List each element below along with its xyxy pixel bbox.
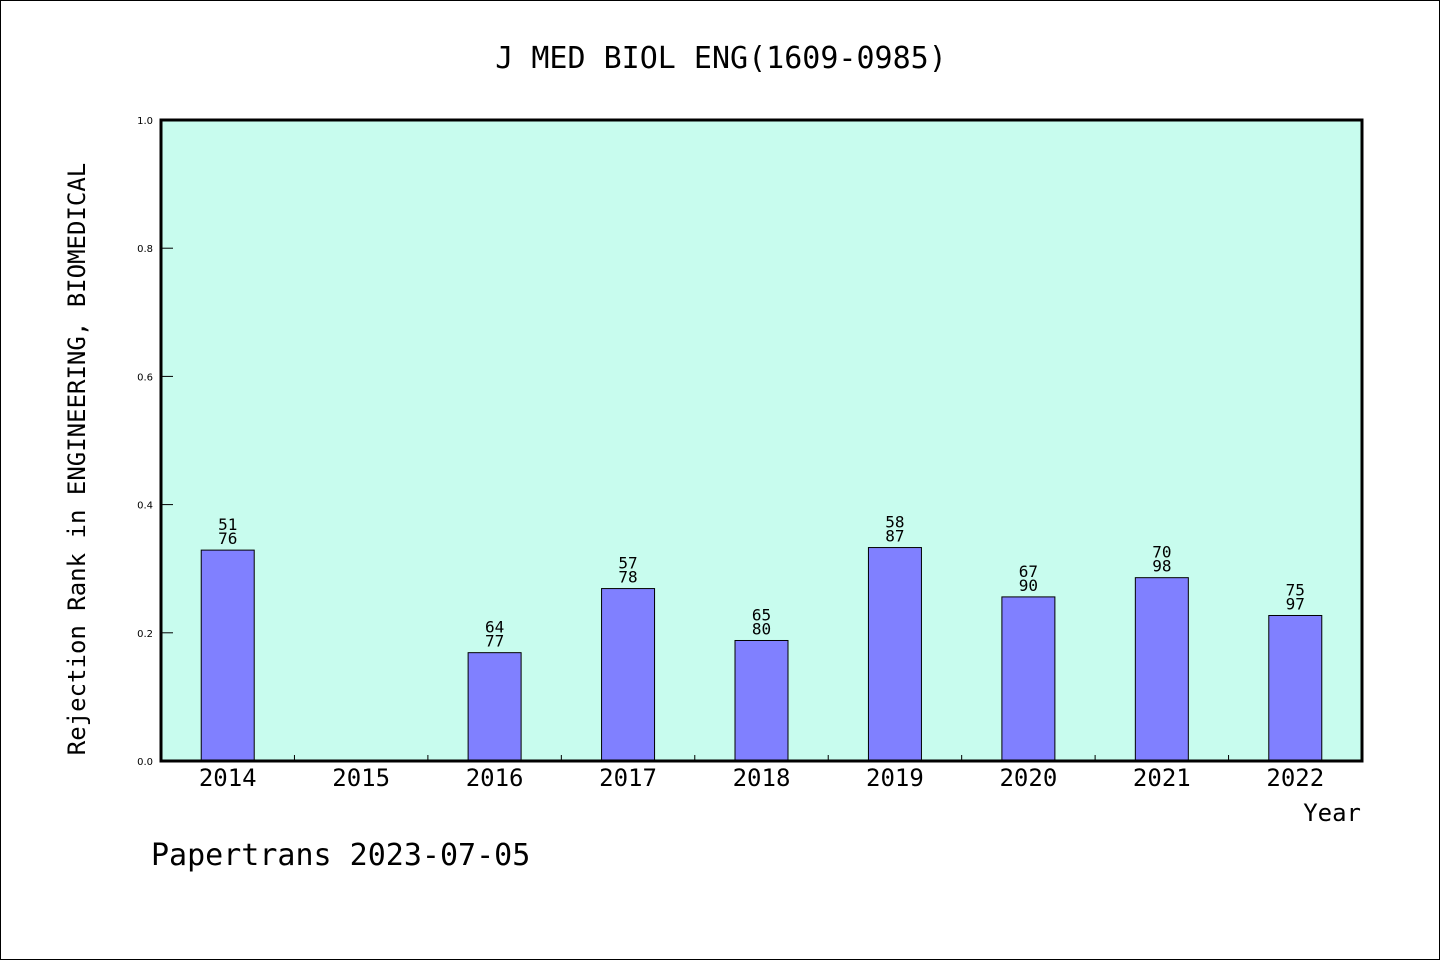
x-tick-label-2014: 2014 (199, 764, 257, 792)
plot-border (159, 118, 1364, 763)
data-label-rank-2022: 75 (1286, 580, 1305, 599)
x-tick-label-2020: 2020 (999, 764, 1057, 792)
data-label-rank-2021: 70 (1152, 543, 1171, 562)
data-label-total-2014: 76 (218, 529, 237, 548)
x-tick-label-2016: 2016 (466, 764, 524, 792)
data-label-total-2016: 77 (485, 632, 504, 651)
bar-2021 (1134, 577, 1189, 762)
data-label-total-2019: 87 (885, 527, 904, 546)
y-tick-label-0.2: 0.2 (137, 629, 153, 640)
data-label-total-2022: 97 (1286, 594, 1305, 613)
data-label-total-2017: 78 (618, 568, 637, 587)
x-axis-ticks: 2014 2015 2016 2017 2018 2019 2020 2021 2022 (199, 755, 1324, 792)
data-label-rank-2016: 64 (485, 618, 504, 637)
y-tick-label-0.0: 0.0 (137, 757, 153, 768)
data-label-rank-2017: 57 (618, 554, 637, 573)
x-tick-label-2021: 2021 (1133, 764, 1191, 792)
footer-credit: Papertrans 2023-07-05 (151, 838, 530, 873)
y-tick-label-0.8: 0.8 (137, 244, 153, 255)
x-tick-label-2015: 2015 (332, 764, 390, 792)
data-label-rank-2018: 65 (752, 605, 771, 624)
chart-title: J MED BIOL ENG(1609-0985) (495, 41, 947, 76)
data-label-rank-2019: 58 (885, 513, 904, 532)
y-tick-label-0.4: 0.4 (137, 501, 153, 512)
y-axis-label: Rejection Rank in ENGINEERING, BIOMEDICA… (63, 163, 91, 755)
bar-2016 (467, 652, 522, 762)
y-tick-label-1.0: 1.0 (137, 116, 153, 127)
bar-2022 (1268, 614, 1323, 762)
data-label-rank-2020: 67 (1019, 562, 1038, 581)
bar-2014 (200, 549, 255, 762)
bars-group (200, 547, 1323, 762)
x-tick-label-2017: 2017 (599, 764, 657, 792)
data-label-rank-2014: 51 (218, 515, 237, 534)
bar-2017 (601, 588, 656, 762)
x-tick-label-2019: 2019 (866, 764, 924, 792)
x-tick-label-2022: 2022 (1266, 764, 1324, 792)
y-tick-label-0.6: 0.6 (137, 372, 153, 383)
bar-2018 (734, 639, 789, 762)
x-axis-label: Year (1303, 799, 1361, 827)
data-label-total-2018: 80 (752, 619, 771, 638)
bar-2020 (1001, 596, 1056, 762)
data-label-total-2020: 90 (1019, 576, 1038, 595)
bar-2019 (867, 547, 922, 762)
data-label-total-2021: 98 (1152, 557, 1171, 576)
x-tick-label-2018: 2018 (733, 764, 791, 792)
